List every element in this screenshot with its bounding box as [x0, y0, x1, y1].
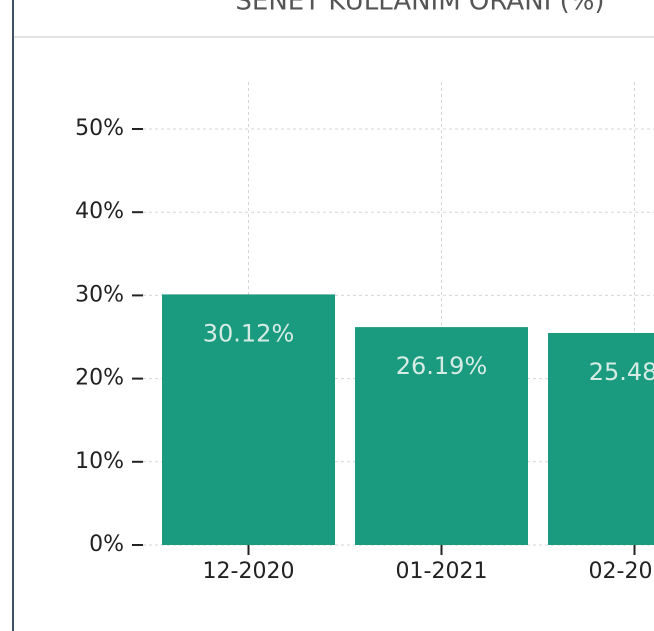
panel-border [12, 0, 14, 631]
y-tick-label: 0% [89, 532, 124, 557]
y-tick-label: 20% [75, 366, 124, 391]
bar [355, 327, 528, 545]
value-label: 26.19% [396, 352, 488, 380]
value-label: 25.48% [589, 358, 654, 386]
header-separator [14, 36, 654, 38]
bar [162, 294, 335, 545]
x-tick-label: 01-2021 [396, 559, 488, 584]
chart-title: SENET KULLANIM ORANI (%) [235, 0, 604, 17]
y-tick-label: 50% [75, 116, 124, 141]
y-tick-label: 30% [75, 282, 124, 307]
y-tick-label: 10% [75, 449, 124, 474]
x-tick-label: 12-2020 [203, 559, 295, 584]
x-tick-label: 02-2021 [589, 559, 654, 584]
bar [548, 333, 654, 545]
value-label: 30.12% [203, 319, 295, 347]
y-tick-label: 40% [75, 199, 124, 224]
